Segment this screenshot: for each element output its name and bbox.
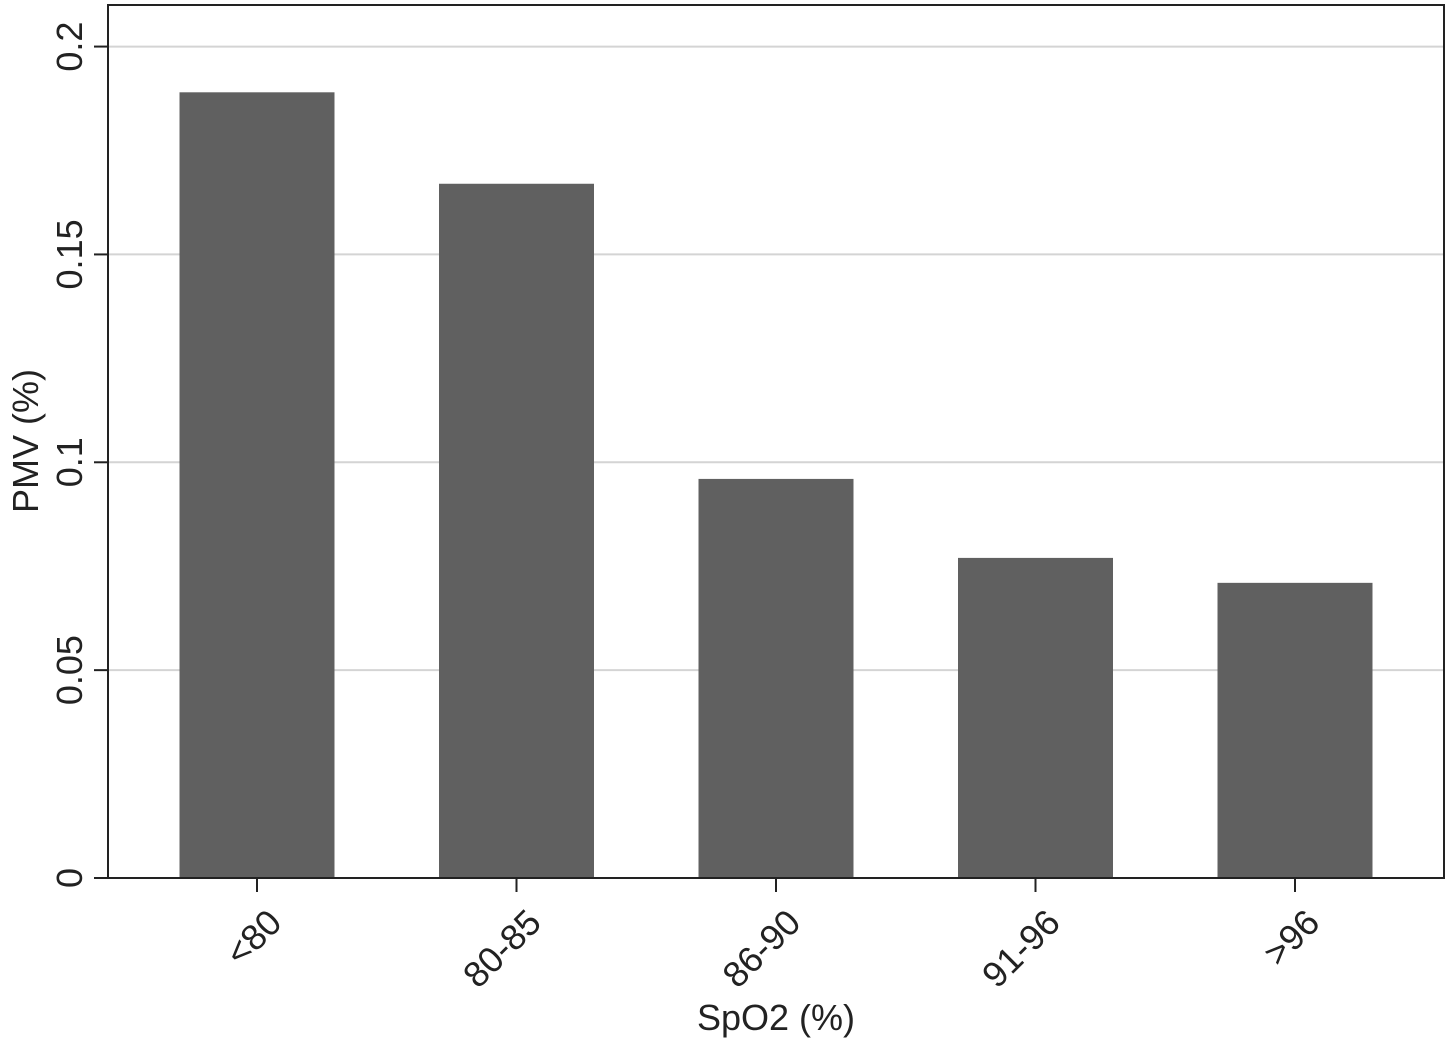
x-tick-label: 91-96 xyxy=(974,901,1068,995)
x-tick-label: >96 xyxy=(1255,901,1327,973)
plot-frame xyxy=(107,4,1445,879)
x-tick-label: 80-85 xyxy=(455,901,549,995)
bar xyxy=(179,92,335,879)
y-tick-label: 0.05 xyxy=(49,635,90,705)
y-tick-label: 0.2 xyxy=(49,22,90,72)
y-axis-label: PMV (%) xyxy=(5,369,46,513)
y-tick-label: 0 xyxy=(49,868,90,888)
bar xyxy=(1217,582,1373,878)
x-axis-label: SpO2 (%) xyxy=(697,997,855,1038)
bar xyxy=(698,478,854,878)
x-tick-label: <80 xyxy=(217,901,289,973)
y-tick-label: 0.15 xyxy=(49,219,90,289)
bar xyxy=(958,557,1113,878)
x-tick-label: 86-90 xyxy=(714,901,808,995)
y-tick-label: 0.1 xyxy=(49,437,90,487)
bar xyxy=(439,183,594,878)
